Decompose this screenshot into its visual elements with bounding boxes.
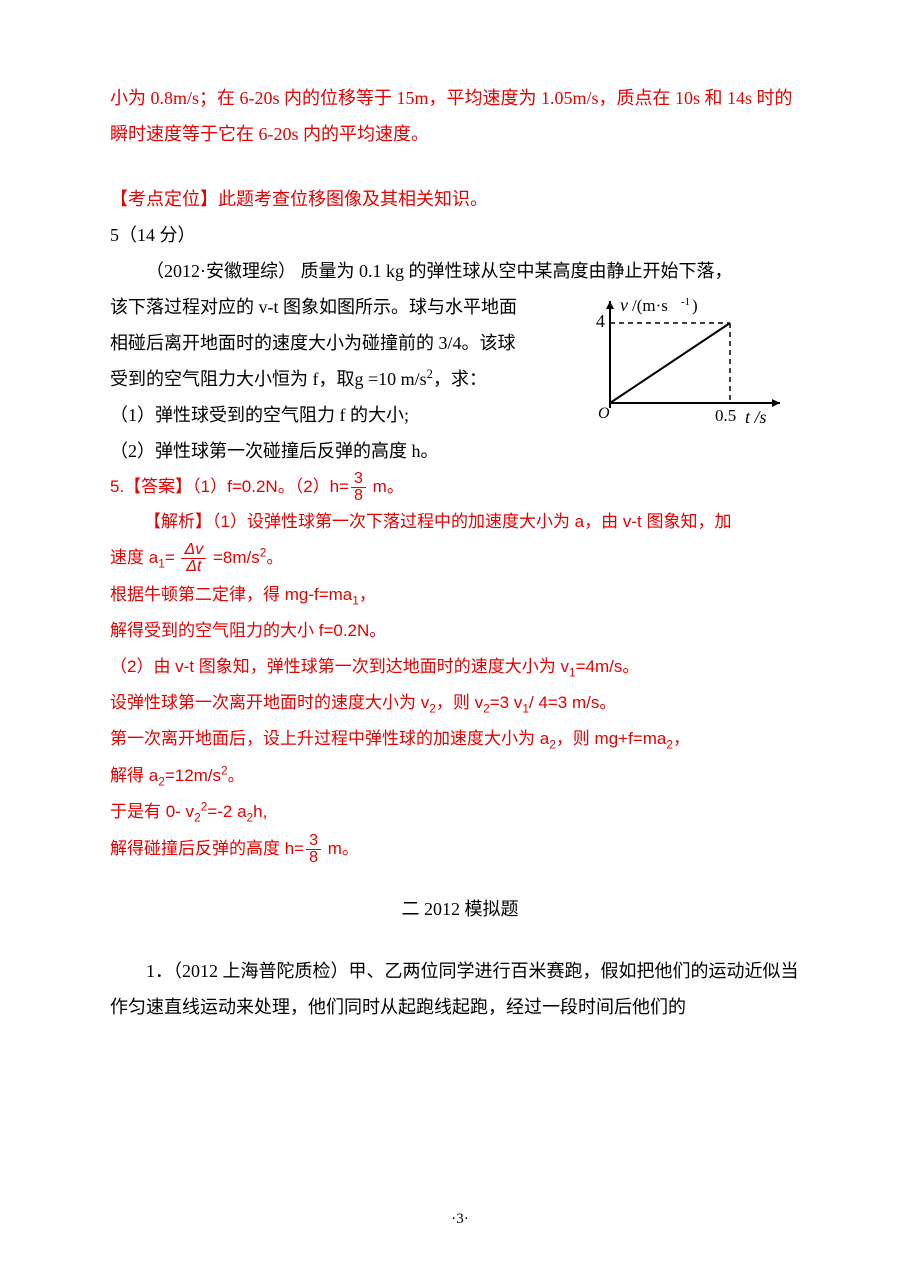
- ylabel-exp: -1: [681, 296, 690, 308]
- para-prev-solution: 小为 0.8m/s；在 6-20s 内的位移等于 15m，平均速度为 1.05m…: [110, 80, 810, 152]
- spacer-2: [110, 866, 810, 891]
- q5-intro-d-post: ，求：: [433, 369, 487, 389]
- part2e-pre: 于是有 0- v: [110, 802, 194, 821]
- ylabel-rest: /(m·s: [632, 296, 668, 315]
- q5-intro-d-pre: 受到的空气阻力大小恒为 f，取g =10 m/s: [110, 369, 427, 389]
- section2-title: 二 2012 模拟题: [110, 891, 810, 927]
- answer-head: 5.【答案】（1）f=0.2N。（2）h=38 m。: [110, 469, 810, 505]
- kaodian-text: 此题考查位移图像及其相关知识。: [218, 189, 488, 209]
- part2c: 第一次离开地面后，设上升过程中弹性球的加速度大小为 a2，则 mg+f=ma2，: [110, 721, 810, 757]
- part2b-mid: ，则 v: [436, 693, 483, 712]
- sub-2-a: 2: [429, 701, 436, 715]
- answer-head-tail: m。: [368, 477, 404, 496]
- part2a: （2）由 v-t 图象知，弹性球第一次到达地面时的速度大小为 v1=4m/s。: [110, 649, 810, 685]
- ylabel-close: ): [692, 296, 698, 315]
- sub-1-a: 1: [158, 557, 165, 571]
- data-line: [610, 323, 730, 403]
- dv: Δv: [181, 542, 206, 558]
- sub-1-d: 1: [522, 701, 529, 715]
- part2e-tail: h,: [253, 802, 267, 821]
- part2d-pre: 解得 a: [110, 766, 158, 785]
- sim-q1: 1．（2012 上海普陀质检）甲、乙两位同学进行百米赛跑，假如把他们的运动近似当…: [110, 953, 810, 1025]
- accel-pre: 速度 a: [110, 548, 158, 567]
- origin-label: O: [598, 405, 610, 422]
- page-number: ·3·: [0, 1204, 920, 1234]
- part2f-tail: m。: [323, 839, 359, 858]
- kaodian-line: 【考点定位】此题考查位移图像及其相关知识。: [110, 181, 810, 217]
- jiexi-line1: 【解析】（1）设弹性球第一次下落过程中的加速度大小为 a，由 v-t 图象知，加: [110, 504, 810, 540]
- vt-graph: 4 O 0.5 t /s v /(m·s -1 ): [580, 293, 810, 445]
- part2b-tail: / 4=3 m/s。: [529, 693, 616, 712]
- dt: Δt: [181, 558, 206, 575]
- xlabel: t /s: [745, 407, 767, 427]
- sub-2-f: 2: [194, 811, 201, 825]
- part2d-tail: 。: [228, 766, 245, 785]
- y-arrow: [606, 301, 614, 309]
- kaodian-label: 【考点定位】: [110, 189, 218, 209]
- exp-2c: 2: [221, 763, 228, 777]
- newton-line: 根据牛顿第二定律，得 mg-f=ma1，: [110, 577, 810, 613]
- part2f-pre: 解得碰撞后反弹的高度 h=: [110, 839, 304, 858]
- f-result: 解得受到的空气阻力的大小 f=0.2N。: [110, 613, 810, 649]
- part2e-mid: =-2 a: [207, 802, 246, 821]
- part2a-pre: （2）由 v-t 图象知，弹性球第一次到达地面时的速度大小为 v: [110, 657, 569, 676]
- part2b: 设弹性球第一次离开地面时的速度大小为 v2，则 v2=3 v1/ 4=3 m/s…: [110, 685, 810, 721]
- accel-post: =8m/s: [208, 548, 260, 567]
- newton-text: 根据牛顿第二定律，得 mg-f=ma: [110, 585, 352, 604]
- sub-2-e: 2: [158, 774, 165, 788]
- part2c-mid: ，则 mg+f=ma: [556, 729, 667, 748]
- newton-tail: ，: [359, 585, 376, 604]
- x-arrow: [772, 399, 780, 407]
- spacer: [110, 152, 810, 181]
- part2d: 解得 a2=12m/s2。: [110, 758, 810, 794]
- sub-2-c: 2: [549, 738, 556, 752]
- ymax-label: 4: [596, 311, 605, 331]
- vt-graph-svg: 4 O 0.5 t /s v /(m·s -1 ): [580, 293, 790, 433]
- frac-num: 3: [351, 471, 366, 487]
- q5-intro-a: （2012·安徽理综） 质量为 0.1 kg 的弹性球从空中某高度由静止开始下落…: [110, 253, 810, 289]
- frac-den: 8: [351, 487, 366, 504]
- sub-2-b: 2: [483, 701, 490, 715]
- frac-num-b: 3: [306, 833, 321, 849]
- part2a-tail: =4m/s。: [576, 657, 640, 676]
- part2c-pre: 第一次离开地面后，设上升过程中弹性球的加速度大小为 a: [110, 729, 549, 748]
- q5-header: 5（14 分）: [110, 217, 810, 253]
- sub-1-c: 1: [569, 665, 576, 679]
- part2b-eq: =3 v: [490, 693, 523, 712]
- ylabel-v: v: [620, 295, 628, 315]
- part2b-pre: 设弹性球第一次离开地面时的速度大小为 v: [110, 693, 429, 712]
- sub-2-d: 2: [666, 738, 673, 752]
- frac-den-b: 8: [306, 849, 321, 866]
- answer-head-text: 5.【答案】（1）f=0.2N。（2）h=: [110, 477, 349, 496]
- xmax-label: 0.5: [715, 406, 736, 425]
- part2c-tail: ，: [673, 729, 690, 748]
- part2f: 解得碰撞后反弹的高度 h=38 m。: [110, 831, 810, 867]
- part2e: 于是有 0- v22=-2 a2h,: [110, 794, 810, 830]
- accel-eq: =: [165, 548, 175, 567]
- accel-line: 速度 a1= ΔvΔt =8m/s2。: [110, 540, 810, 576]
- part2d-mid: =12m/s: [165, 766, 221, 785]
- frac-dvdt: ΔvΔt: [181, 542, 206, 575]
- spacer-3: [110, 927, 810, 952]
- page-container: 小为 0.8m/s；在 6-20s 内的位移等于 15m，平均速度为 1.05m…: [0, 0, 920, 1274]
- sub-1-b: 1: [352, 593, 359, 607]
- frac-3-8-b: 38: [306, 833, 321, 866]
- accel-tail: 。: [266, 548, 283, 567]
- frac-3-8-a: 38: [351, 471, 366, 504]
